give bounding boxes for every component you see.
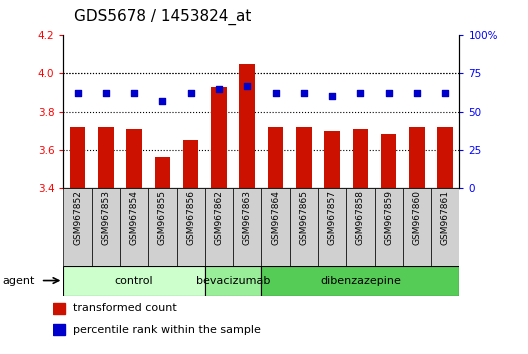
Text: GSM967856: GSM967856 <box>186 190 195 245</box>
Text: GSM967852: GSM967852 <box>73 190 82 245</box>
Bar <box>233 188 261 266</box>
Point <box>158 98 167 104</box>
Text: GSM967865: GSM967865 <box>299 190 308 245</box>
Bar <box>211 87 227 188</box>
Bar <box>261 266 459 296</box>
Text: GSM967853: GSM967853 <box>101 190 110 245</box>
Bar <box>318 188 346 266</box>
Bar <box>353 129 368 188</box>
Bar <box>290 188 318 266</box>
Text: agent: agent <box>3 275 35 286</box>
Text: GDS5678 / 1453824_at: GDS5678 / 1453824_at <box>74 8 251 25</box>
Point <box>413 90 421 96</box>
Bar <box>120 188 148 266</box>
Bar <box>374 188 403 266</box>
Bar <box>53 303 65 314</box>
Text: GSM967862: GSM967862 <box>214 190 223 245</box>
Text: GSM967854: GSM967854 <box>129 190 138 245</box>
Bar <box>70 127 86 188</box>
Text: GSM967858: GSM967858 <box>356 190 365 245</box>
Bar <box>437 127 453 188</box>
Text: GSM967859: GSM967859 <box>384 190 393 245</box>
Point <box>101 90 110 96</box>
Bar <box>63 188 92 266</box>
Text: GSM967861: GSM967861 <box>441 190 450 245</box>
Text: percentile rank within the sample: percentile rank within the sample <box>73 325 261 335</box>
Bar <box>346 188 374 266</box>
Bar <box>324 131 340 188</box>
Bar <box>98 127 114 188</box>
Bar <box>205 188 233 266</box>
Bar <box>409 127 425 188</box>
Bar <box>403 188 431 266</box>
Point <box>186 90 195 96</box>
Bar <box>261 188 290 266</box>
Bar <box>205 266 261 296</box>
Point <box>73 90 82 96</box>
Bar <box>268 127 284 188</box>
Bar <box>53 324 65 335</box>
Bar <box>148 188 176 266</box>
Point <box>299 90 308 96</box>
Bar <box>296 127 312 188</box>
Bar <box>92 188 120 266</box>
Point <box>384 90 393 96</box>
Bar <box>239 64 255 188</box>
Point <box>243 83 251 88</box>
Text: GSM967864: GSM967864 <box>271 190 280 245</box>
Point <box>356 90 364 96</box>
Bar <box>431 188 459 266</box>
Text: GSM967855: GSM967855 <box>158 190 167 245</box>
Text: dibenzazepine: dibenzazepine <box>320 275 401 286</box>
Text: GSM967863: GSM967863 <box>243 190 252 245</box>
Text: control: control <box>115 275 154 286</box>
Bar <box>155 157 170 188</box>
Point <box>215 86 223 92</box>
Bar <box>183 140 199 188</box>
Bar <box>381 134 397 188</box>
Bar <box>176 188 205 266</box>
Bar <box>126 129 142 188</box>
Point <box>271 90 280 96</box>
Point <box>328 93 336 99</box>
Text: GSM967857: GSM967857 <box>327 190 336 245</box>
Text: GSM967860: GSM967860 <box>412 190 421 245</box>
Text: transformed count: transformed count <box>73 303 177 314</box>
Point <box>441 90 449 96</box>
Text: bevacizumab: bevacizumab <box>196 275 270 286</box>
Bar <box>63 266 205 296</box>
Point <box>130 90 138 96</box>
